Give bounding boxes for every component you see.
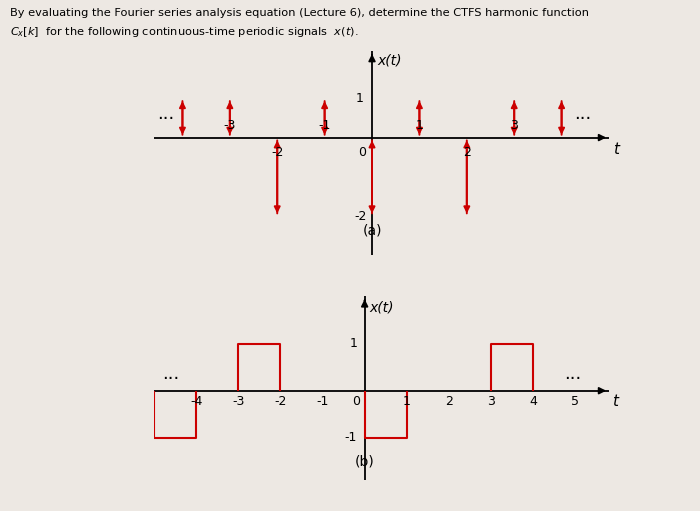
Text: -2: -2 [274,396,286,408]
Text: (b): (b) [355,455,374,469]
Text: x(t): x(t) [378,53,402,67]
Text: -3: -3 [232,396,244,408]
Text: ...: ... [158,105,174,123]
Text: 0: 0 [358,146,366,159]
Text: 2: 2 [463,146,470,159]
Text: (a): (a) [363,224,382,238]
Text: t: t [612,394,618,409]
Text: -4: -4 [190,396,202,408]
Text: 1: 1 [356,92,363,105]
Text: 1: 1 [349,337,357,350]
Text: 3: 3 [510,119,518,132]
Text: By evaluating the Fourier series analysis equation (Lecture 6), determine the CT: By evaluating the Fourier series analysi… [10,8,589,18]
Text: ...: ... [574,105,592,123]
Text: 1: 1 [402,396,411,408]
Text: -1: -1 [316,396,329,408]
Text: ...: ... [565,365,582,383]
Text: 3: 3 [487,396,495,408]
Text: 0: 0 [352,396,361,408]
Text: x(t): x(t) [369,300,393,314]
Text: -2: -2 [354,210,366,223]
Text: -1: -1 [318,119,331,132]
Text: -1: -1 [344,431,357,445]
Text: ...: ... [162,365,179,383]
Text: $C_x[k]$  for the following continuous-time periodic signals  $x(t)$.: $C_x[k]$ for the following continuous-ti… [10,25,359,38]
Text: 5: 5 [571,396,580,408]
Text: 2: 2 [445,396,453,408]
Text: t: t [612,142,619,157]
Text: -2: -2 [271,146,284,159]
Text: 4: 4 [529,396,537,408]
Text: 1: 1 [416,119,423,132]
Text: -3: -3 [223,119,236,132]
